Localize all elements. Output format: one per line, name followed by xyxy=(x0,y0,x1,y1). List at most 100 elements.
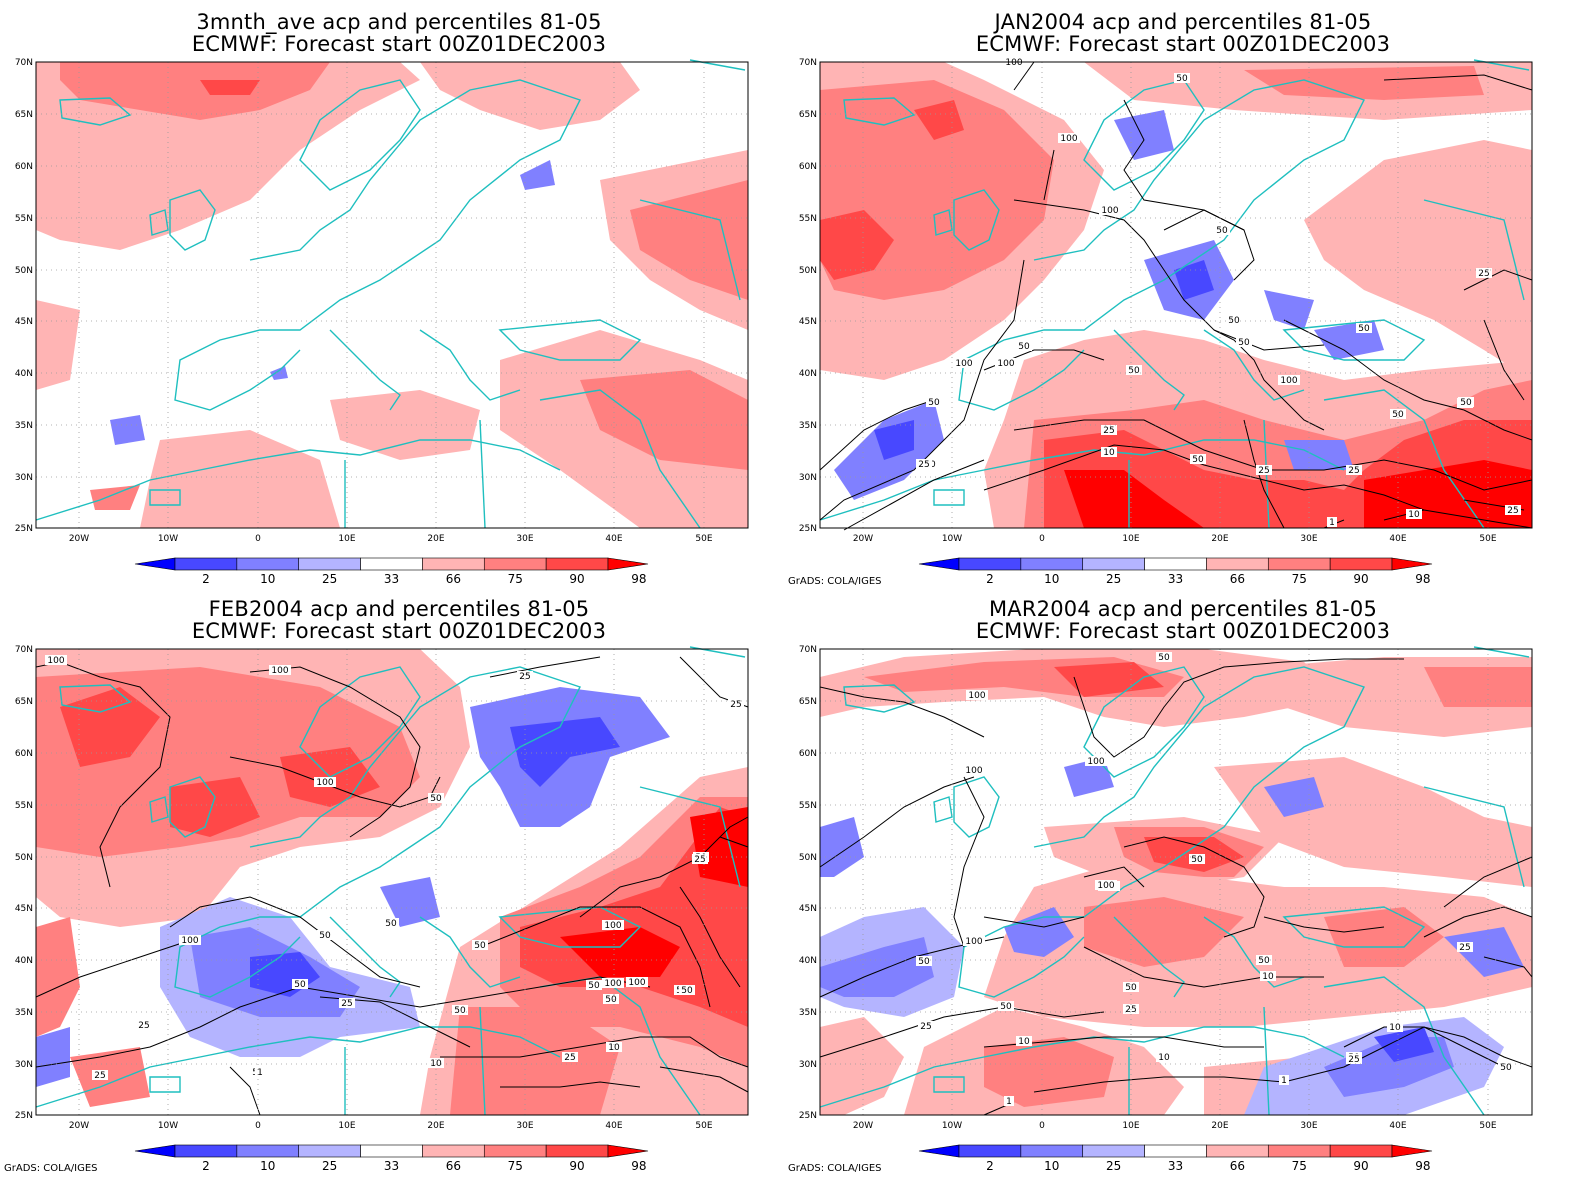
lat-labels: 70N 65N 60N 55N 50N 45N 40N 35N 30N 25N xyxy=(15,645,33,1121)
colorbar-swatch xyxy=(483,1144,547,1158)
lon-label: 20W xyxy=(69,534,89,544)
contour-label: 10 xyxy=(1158,1053,1170,1063)
contour-label-bg xyxy=(606,1042,622,1052)
colorbar-swatch xyxy=(958,557,1022,571)
lon-labels: 20W 10W 0 10E 20E 30E 40E 50E xyxy=(853,1121,1497,1131)
lat-label: 25N xyxy=(799,524,817,534)
colorbar-label: 90 xyxy=(1353,1159,1368,1173)
contour-label: 10 xyxy=(1389,1023,1401,1033)
graticule xyxy=(820,649,1532,1115)
contour-label-bg xyxy=(1406,509,1422,519)
map-feb2004: 1001005025502510050100502550501001005050… xyxy=(15,645,749,1173)
lon-label: 10E xyxy=(1122,1121,1139,1131)
colorbar-swatch xyxy=(236,1144,300,1158)
contour-label: 50 xyxy=(1216,226,1228,236)
contour-label: 50 xyxy=(1228,316,1240,326)
contour-label: 50 xyxy=(1000,1002,1012,1012)
contour-label: 25 xyxy=(1478,269,1489,279)
contour-label-bg xyxy=(1156,1052,1172,1062)
panel-title: 3mnth_ave acp and percentiles 81-05 xyxy=(196,10,602,34)
contour-label-bg xyxy=(1346,1054,1362,1064)
panel-title: JAN2004 acp and percentiles 81-05 xyxy=(994,10,1372,34)
graticule xyxy=(36,62,748,528)
colorbar-label: 66 xyxy=(1230,1159,1245,1173)
panel-subtitle: ECMWF: Forecast start 00Z01DEC2003 xyxy=(191,619,607,643)
contour-label-bg xyxy=(1226,315,1242,325)
contour-label: 100 xyxy=(968,691,985,701)
colorbar-swatch xyxy=(1020,1144,1084,1158)
map-frame xyxy=(819,648,1533,1116)
contour-label-bg xyxy=(255,1067,265,1077)
colorbar-high-arrow xyxy=(607,557,649,571)
contour-label-bg xyxy=(1457,942,1473,952)
colorbar-swatch xyxy=(360,557,423,571)
lat-label: 70N xyxy=(799,58,817,68)
contour-label: 50 xyxy=(294,980,306,990)
contour-lines xyxy=(35,656,749,1116)
contour-label-bg xyxy=(92,1070,108,1080)
colorbar-label: 25 xyxy=(1106,572,1121,586)
lon-label: 40E xyxy=(605,1121,622,1131)
lon-label: 40E xyxy=(1389,534,1406,544)
contour-label-bg xyxy=(1174,73,1190,83)
lat-label: 25N xyxy=(15,524,33,534)
map-frame xyxy=(35,61,749,529)
contour-label-bg xyxy=(1214,225,1230,235)
contour-labels: 5010010010010050100100505050105025251010… xyxy=(916,652,1514,1107)
graticule xyxy=(820,62,1532,528)
contour-label-bg xyxy=(916,956,932,966)
lon-label: 30E xyxy=(1300,534,1317,544)
contour-label-bg xyxy=(428,793,444,803)
lon-label: 10W xyxy=(942,1121,962,1131)
contour-label-bg xyxy=(472,940,488,950)
lon-label: 10E xyxy=(338,534,355,544)
contour-label-bg xyxy=(603,994,619,1004)
colorbar-label: 33 xyxy=(384,1159,399,1173)
contour-label: 50 xyxy=(1018,342,1030,352)
lat-label: 50N xyxy=(799,853,817,863)
colorbar-swatch xyxy=(958,1144,1022,1158)
map-3month: 70N 65N 60N 55N 50N 45N 40N 35N 30N 25N 20W 10W 0 10… xyxy=(15,58,749,586)
contour-label: 50 xyxy=(1258,956,1270,966)
contour-label: 50 xyxy=(474,941,486,951)
contour-label-bg xyxy=(1095,880,1117,890)
colorbar-swatch xyxy=(422,557,485,571)
contour-label-bg xyxy=(966,690,988,700)
lon-label: 20W xyxy=(69,1121,89,1131)
contour-label: 50 xyxy=(385,919,397,929)
lon-label: 50E xyxy=(1479,534,1496,544)
contour-label-bg xyxy=(1458,397,1474,407)
contour-label-bg xyxy=(1190,454,1206,464)
contour-label: 10 xyxy=(1103,448,1115,458)
colorbar-label: 33 xyxy=(1168,1159,1183,1173)
panel-title: FEB2004 acp and percentiles 81-05 xyxy=(208,597,590,621)
contour-label-bg xyxy=(45,655,67,665)
contour-label: 1 xyxy=(257,1068,263,1078)
contour-label: 25 xyxy=(730,700,741,710)
contour-label: 25 xyxy=(1348,1055,1359,1065)
lat-label: 50N xyxy=(15,853,33,863)
contour-label: 100 xyxy=(628,978,645,988)
lat-label: 25N xyxy=(799,1111,817,1121)
contour-label: 50 xyxy=(1238,338,1250,348)
contour-label: 50 xyxy=(1125,983,1137,993)
colorbar-label: 98 xyxy=(631,1159,646,1173)
contour-labels: 100 50 100 50 50 100 50 100 50 100 50 50 50 50 25 10 50 1… xyxy=(916,57,1521,528)
colorbar-swatch xyxy=(545,557,609,571)
lat-label: 45N xyxy=(799,904,817,914)
colorbar-label: 75 xyxy=(508,572,523,586)
contour-label-bg xyxy=(602,920,624,930)
lon-label: 10W xyxy=(942,534,962,544)
colorbar-label: 10 xyxy=(260,572,275,586)
colorbar-label: 2 xyxy=(202,572,210,586)
colorbar-label: 90 xyxy=(1353,572,1368,586)
lon-label: 20E xyxy=(1211,534,1228,544)
colorbar-swatch xyxy=(1144,1144,1207,1158)
lat-label: 35N xyxy=(15,421,33,431)
contour-label: 50 xyxy=(588,981,600,991)
contour-label-bg xyxy=(1260,971,1276,981)
contour-label: 25 xyxy=(1348,466,1359,476)
lat-label: 25N xyxy=(15,1111,33,1121)
contour-label-bg xyxy=(1126,365,1142,375)
colorbar-label: 75 xyxy=(1292,1159,1307,1173)
